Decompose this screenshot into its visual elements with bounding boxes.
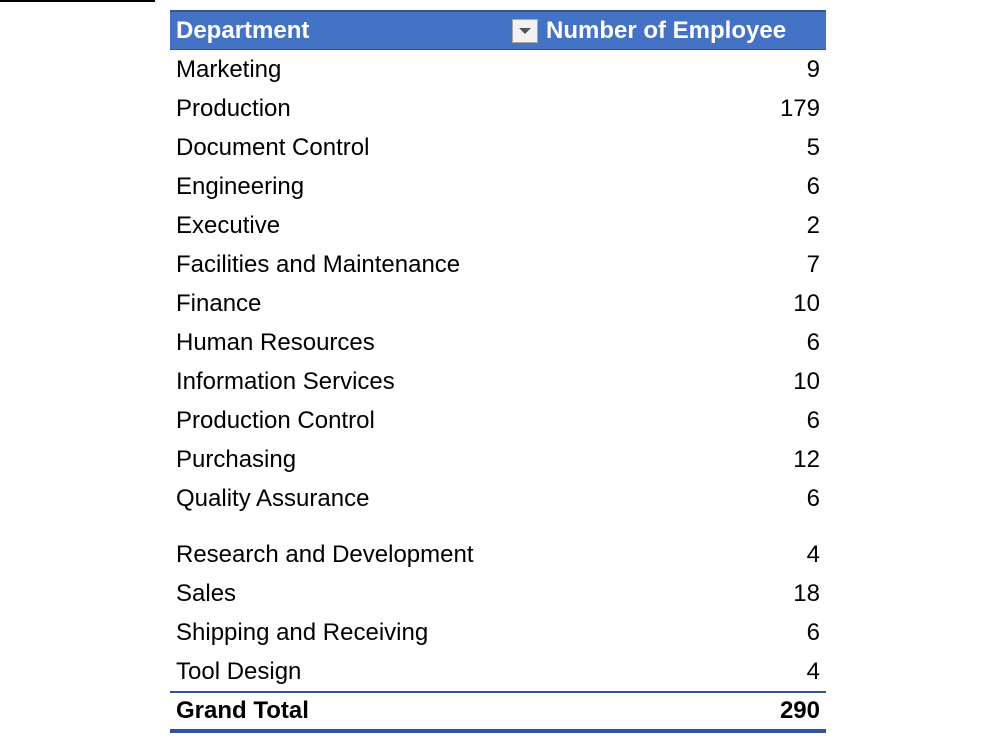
table-row[interactable]: Research and Development 4 (170, 535, 826, 574)
header-department[interactable]: Department (176, 16, 310, 44)
department-cell: Production (176, 94, 291, 122)
table-row[interactable]: Information Services 10 (170, 362, 826, 401)
filter-dropdown-button[interactable] (512, 18, 538, 43)
table-row[interactable]: Sales 18 (170, 574, 826, 613)
employee-count-cell: 2 (806, 211, 820, 239)
table-row[interactable]: Finance 10 (170, 284, 826, 323)
department-cell: Document Control (176, 133, 370, 161)
table-row[interactable]: Facilities and Maintenance 7 (170, 245, 826, 284)
employee-count-cell: 18 (793, 579, 820, 607)
employee-count-cell: 4 (806, 540, 820, 568)
department-cell: Production Control (176, 406, 375, 434)
employee-count-cell: 7 (806, 250, 820, 278)
department-cell: Sales (176, 579, 237, 607)
header-number-of-employee[interactable]: Number of Employee (546, 16, 787, 44)
department-cell: Human Resources (176, 328, 375, 356)
grand-total-row[interactable]: Grand Total 290 (170, 691, 826, 733)
department-cell: Engineering (176, 172, 305, 200)
department-cell: Shipping and Receiving (176, 618, 429, 646)
department-cell: Finance (176, 289, 262, 317)
table-row[interactable]: Executive 2 (170, 206, 826, 245)
employee-count-cell: 4 (806, 657, 820, 685)
table-row[interactable]: Tool Design 4 (170, 652, 826, 691)
employee-count-cell: 10 (793, 289, 820, 317)
table-row[interactable]: Marketing 9 (170, 50, 826, 89)
chevron-down-icon (519, 27, 531, 34)
top-border-line (0, 0, 155, 2)
pivot-table: Department Number of Employee Marketing 9… (170, 10, 826, 733)
table-row[interactable]: Document Control 5 (170, 128, 826, 167)
table-row[interactable]: Production 179 (170, 89, 826, 128)
employee-count-cell: 179 (779, 94, 820, 122)
pivot-header-row: Department Number of Employee (170, 10, 826, 50)
employee-count-cell: 6 (806, 406, 820, 434)
department-cell: Quality Assurance (176, 484, 370, 512)
employee-count-cell: 10 (793, 367, 820, 395)
grand-total-value: 290 (779, 697, 820, 724)
table-row[interactable]: Purchasing 12 (170, 440, 826, 479)
table-row[interactable]: Engineering 6 (170, 167, 826, 206)
grand-total-label: Grand Total (176, 697, 309, 724)
employee-count-cell: 9 (806, 55, 820, 83)
department-cell: Purchasing (176, 445, 297, 473)
employee-count-cell: 6 (806, 484, 820, 512)
table-row[interactable]: Quality Assurance 6 (170, 479, 826, 518)
department-cell: Research and Development (176, 540, 474, 568)
table-row[interactable]: Human Resources 6 (170, 323, 826, 362)
employee-count-cell: 6 (806, 618, 820, 646)
employee-count-cell: 6 (806, 328, 820, 356)
department-cell: Marketing (176, 55, 282, 83)
department-cell: Facilities and Maintenance (176, 250, 461, 278)
department-cell: Information Services (176, 367, 395, 395)
employee-count-cell: 12 (793, 445, 820, 473)
department-cell: Tool Design (176, 657, 302, 685)
table-row[interactable]: Shipping and Receiving 6 (170, 613, 826, 652)
employee-count-cell: 6 (806, 172, 820, 200)
table-row[interactable]: Production Control 6 (170, 401, 826, 440)
employee-count-cell: 5 (806, 133, 820, 161)
department-cell: Executive (176, 211, 281, 239)
